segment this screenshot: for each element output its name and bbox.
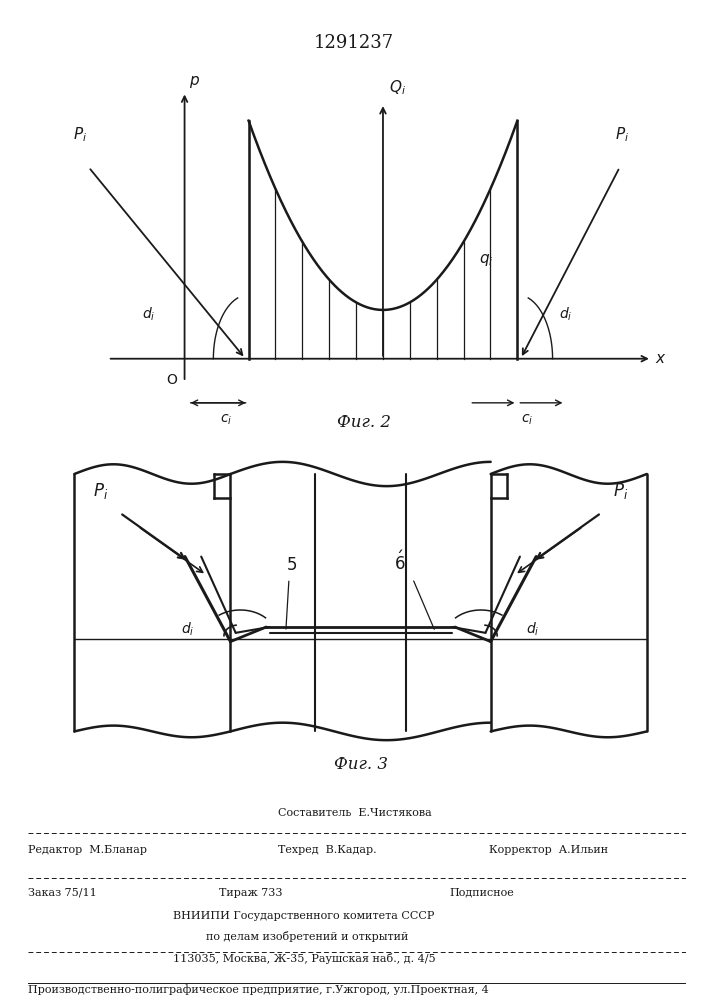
Text: Фиг. 3: Фиг. 3 [334,756,387,773]
Text: 113035, Москва, Ж-35, Раушская наб., д. 4/5: 113035, Москва, Ж-35, Раушская наб., д. … [173,953,436,964]
Text: $d_i$: $d_i$ [181,621,194,638]
Text: ВНИИПИ Государственного комитета СССР: ВНИИПИ Государственного комитета СССР [173,911,434,921]
Text: $\mathdefault{\acute{6}}$: $\mathdefault{\acute{6}}$ [394,550,405,574]
Text: $Q_i$: $Q_i$ [390,79,407,97]
Text: Производственно-полиграфическое предприятие, г.Ужгород, ул.Проектная, 4: Производственно-полиграфическое предприя… [28,984,489,995]
Text: $q_i$: $q_i$ [479,252,493,268]
Text: $P_i$: $P_i$ [73,125,87,144]
Text: Тираж 733: Тираж 733 [219,888,283,898]
Text: $d_i$: $d_i$ [142,306,156,323]
Text: Заказ 75/11: Заказ 75/11 [28,888,97,898]
Text: x: x [655,351,664,366]
Text: p: p [189,73,199,88]
Text: $P_i$: $P_i$ [93,481,108,501]
Text: $P_i$: $P_i$ [615,125,629,144]
Text: $c_i$: $c_i$ [521,412,533,427]
Text: 5: 5 [287,556,298,574]
Text: 1291237: 1291237 [313,34,394,52]
Text: Составитель  Е.Чистякова: Составитель Е.Чистякова [278,808,432,818]
Text: $c_i$: $c_i$ [220,412,233,427]
Text: по делам изобретений и открытий: по делам изобретений и открытий [206,931,408,942]
Text: $P_i$: $P_i$ [613,481,629,501]
Text: Редактор  М.Бланар: Редактор М.Бланар [28,845,147,855]
Text: Техред  В.Кадар.: Техред В.Кадар. [278,845,377,855]
Text: O: O [166,373,177,387]
Text: $d_i$: $d_i$ [527,621,540,638]
Text: Фиг. 2: Фиг. 2 [337,414,391,431]
Text: $d_i$: $d_i$ [559,306,573,323]
Text: Подписное: Подписное [449,888,514,898]
Text: Корректор  А.Ильин: Корректор А.Ильин [489,845,607,855]
